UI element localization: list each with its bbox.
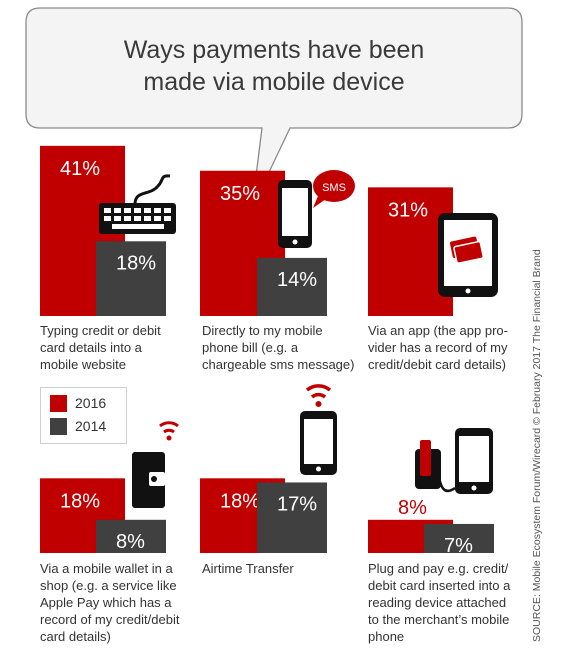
chart-title-line-1: Ways payments have been xyxy=(124,36,425,64)
caption-line: shop (e.g. a service like xyxy=(40,578,177,593)
caption-line: card details) xyxy=(40,629,111,644)
legend-label-2014: 2014 xyxy=(75,418,107,434)
data-label-2014: 8% xyxy=(116,531,145,553)
caption-airtime-transfer: Airtime Transfer xyxy=(202,560,367,577)
title-bubble: Ways payments have been made via mobile … xyxy=(25,7,523,209)
caption-line: chargeable sms message) xyxy=(202,357,355,372)
data-label-2016: 18% xyxy=(220,490,260,512)
caption-mobile-wallet: Via a mobile wallet in a shop (e.g. a se… xyxy=(40,560,205,645)
legend-swatch-2014 xyxy=(50,418,67,435)
chart-title-line-2: made via mobile device xyxy=(143,68,404,96)
data-label-2016: 8% xyxy=(398,497,427,519)
legend-swatch-2016 xyxy=(50,395,67,412)
caption-phone-bill: Directly to my mobile phone bill (e.g. a… xyxy=(202,322,367,373)
caption-line: Apple Pay which has a xyxy=(40,595,172,610)
card-reader-phone-icon xyxy=(415,428,493,494)
bar-2014 xyxy=(257,482,327,553)
legend-label-2016: 2016 xyxy=(75,395,107,411)
caption-line: record of my credit/debit xyxy=(40,612,180,627)
wallet-wifi-icon xyxy=(132,421,179,508)
caption-line: Via a mobile wallet in a xyxy=(40,561,173,576)
caption-plug-and-pay: Plug and pay e.g. credit/ debit card ins… xyxy=(368,560,533,645)
data-label-2016: 18% xyxy=(60,490,100,512)
caption-typing-card-details: Typing credit or debit card details into… xyxy=(40,322,205,373)
sms-bubble-text: SMS xyxy=(322,182,346,194)
phone-wifi-icon xyxy=(300,384,337,475)
bar-2014 xyxy=(96,519,166,553)
data-label-2016: 41% xyxy=(60,158,100,180)
bar-2014 xyxy=(257,257,327,316)
caption-line: phone bill (e.g. a xyxy=(202,340,299,355)
data-label-2014: 7% xyxy=(444,535,473,557)
caption-line: Directly to my mobile xyxy=(202,323,323,338)
bars-layer: 41% 18% 35% 14% 31% 18% 8% 18% 17% 8% 7% xyxy=(40,145,494,557)
caption-line: mobile website xyxy=(40,357,126,372)
caption-line: Airtime Transfer xyxy=(202,561,294,576)
caption-via-app: Via an app (the app pro- vider has a rec… xyxy=(368,322,533,373)
caption-line: card details into a xyxy=(40,340,142,355)
bar-2014 xyxy=(424,523,494,553)
data-label-2014: 14% xyxy=(277,269,317,291)
phone-sms-icon: SMS xyxy=(278,170,355,248)
sms-bubble-shape xyxy=(313,170,355,202)
caption-line: debit card inserted into a xyxy=(368,578,511,593)
data-label-2016: 31% xyxy=(388,199,428,221)
source-note: SOURCE: Mobile Ecosystem Forum/Wirecard … xyxy=(531,249,543,642)
caption-line: vider has a record of my xyxy=(368,340,508,355)
bar-2014 xyxy=(96,241,166,316)
caption-line: Plug and pay e.g. credit/ xyxy=(368,561,509,576)
data-label-2014: 18% xyxy=(116,252,156,274)
caption-line: to the merchant’s mobile xyxy=(368,612,510,627)
title-bubble-shape xyxy=(25,7,523,209)
caption-line: Typing credit or debit xyxy=(40,323,161,338)
data-label-2014: 17% xyxy=(277,493,317,515)
caption-line: credit/debit card details) xyxy=(368,357,507,372)
caption-line: reading device attached xyxy=(368,595,507,610)
caption-line: phone xyxy=(368,629,405,644)
keyboard-icon xyxy=(99,174,176,234)
legend: 2016 2014 xyxy=(40,387,127,444)
caption-line: Via an app (the app pro- xyxy=(368,323,508,338)
tablet-card-icon xyxy=(438,213,498,297)
data-label-2016: 35% xyxy=(220,183,260,205)
